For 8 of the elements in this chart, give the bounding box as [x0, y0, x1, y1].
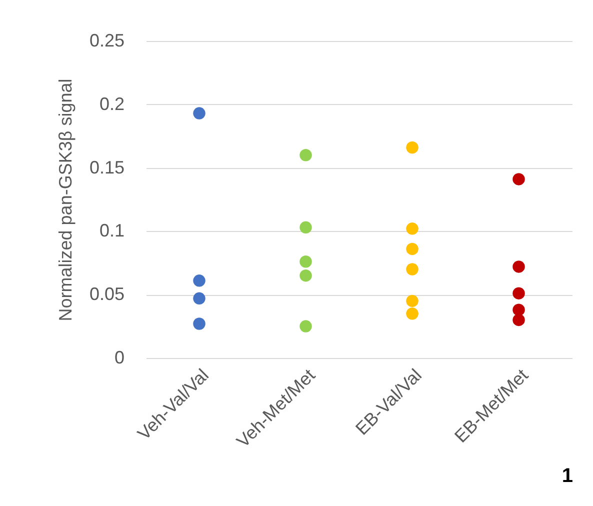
y-tick-label: 0.25	[89, 30, 124, 50]
y-tick-label: 0.1	[99, 220, 124, 241]
y-tick-label: 0.2	[99, 94, 124, 114]
text: 1	[562, 465, 573, 488]
y-tick-label: 0.05	[89, 284, 124, 304]
y-tick-label: 0.15	[89, 157, 124, 178]
y-axis-title: Normalized pan-GSK3β signal	[55, 78, 76, 322]
y-tick-label: 0	[114, 348, 124, 368]
